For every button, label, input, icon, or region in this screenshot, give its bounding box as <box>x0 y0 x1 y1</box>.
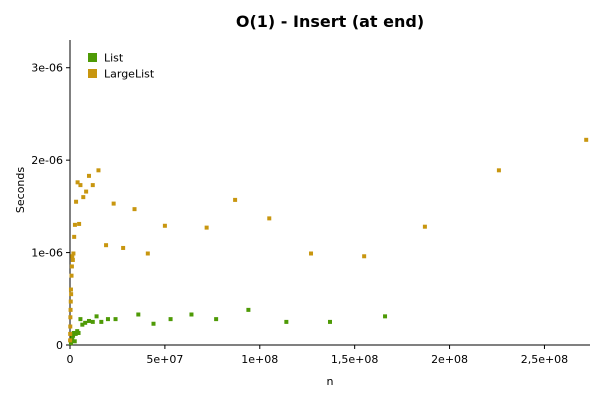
legend-swatch <box>88 53 97 62</box>
series-layer <box>68 137 589 346</box>
x-tick-label: 2,5e+08 <box>521 353 568 366</box>
data-point <box>584 137 589 142</box>
x-tick-label: 0 <box>67 353 74 366</box>
data-point <box>132 207 137 212</box>
data-point <box>111 201 116 206</box>
data-point <box>86 318 91 323</box>
data-point <box>81 195 86 200</box>
data-point <box>113 317 118 322</box>
data-point <box>362 254 367 259</box>
data-point <box>233 197 238 202</box>
data-point <box>68 341 73 346</box>
data-point <box>72 234 77 239</box>
data-point <box>86 173 91 178</box>
data-point <box>72 222 77 227</box>
data-point <box>204 225 209 230</box>
data-point <box>83 320 88 325</box>
data-point <box>105 317 110 322</box>
data-point <box>145 251 150 256</box>
data-point <box>168 317 173 322</box>
data-point <box>68 287 73 292</box>
data-point <box>246 307 251 312</box>
legend: List LargeList <box>88 52 155 81</box>
data-point <box>69 273 74 278</box>
data-point <box>70 254 75 259</box>
data-point <box>69 292 74 297</box>
data-point <box>121 245 126 250</box>
y-tick-label: 0 <box>56 339 63 352</box>
series-largelist <box>68 137 589 343</box>
y-axis: 0 1e-06 2e-06 3e-06 <box>31 40 71 352</box>
data-point <box>78 317 83 322</box>
y-tick-label: 2e-06 <box>31 154 63 167</box>
data-point <box>162 223 167 228</box>
data-point <box>94 314 99 319</box>
data-point <box>71 251 76 256</box>
x-tick-label: 2e+08 <box>431 353 468 366</box>
data-point <box>496 168 501 173</box>
plot-area <box>70 40 590 345</box>
data-point <box>151 321 156 326</box>
data-point <box>90 183 95 188</box>
data-point <box>68 315 73 320</box>
plot-background <box>70 40 590 345</box>
data-point <box>77 221 82 226</box>
data-point <box>328 319 332 324</box>
data-point <box>68 307 73 312</box>
x-tick-label: 1e+08 <box>241 353 278 366</box>
data-point <box>99 319 104 324</box>
data-point <box>422 224 427 229</box>
data-point <box>76 330 81 335</box>
data-point <box>309 251 314 256</box>
data-point <box>70 257 75 262</box>
data-point <box>267 216 272 221</box>
data-point <box>80 322 85 327</box>
data-point <box>68 331 73 336</box>
legend-label: List <box>104 52 124 65</box>
data-point <box>96 168 101 173</box>
data-point <box>189 312 194 317</box>
x-axis: 0 5e+07 1e+08 1,5e+08 2e+08 2,5e+08 <box>67 344 590 366</box>
y-tick-label: 1e-06 <box>31 247 63 260</box>
data-point <box>69 264 74 269</box>
data-point <box>84 189 89 194</box>
data-point <box>68 324 73 329</box>
y-axis-title: Seconds <box>14 167 27 213</box>
data-point <box>73 331 78 336</box>
data-point <box>68 299 73 304</box>
data-point <box>284 319 289 324</box>
data-point <box>383 314 388 319</box>
data-point <box>214 317 219 322</box>
data-point <box>78 183 83 188</box>
data-point <box>71 333 76 338</box>
data-point <box>75 180 80 185</box>
data-point <box>68 338 73 343</box>
x-axis-title: n <box>327 375 334 388</box>
legend-swatch <box>88 69 97 78</box>
data-point <box>136 312 141 317</box>
data-point <box>90 319 95 324</box>
y-tick-label: 3e-06 <box>31 62 63 75</box>
legend-label: LargeList <box>104 68 155 81</box>
x-tick-label: 5e+07 <box>146 353 183 366</box>
data-point <box>74 199 79 204</box>
x-tick-label: 1,5e+08 <box>331 353 378 366</box>
chart-title: O(1) - Insert (at end) <box>236 12 424 31</box>
data-point <box>72 339 77 344</box>
data-point <box>104 243 109 248</box>
